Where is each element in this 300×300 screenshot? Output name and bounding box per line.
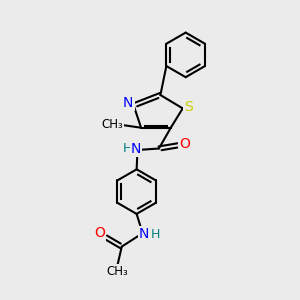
Text: N: N	[123, 96, 134, 110]
Text: H: H	[150, 228, 160, 241]
Text: N: N	[131, 142, 141, 156]
Text: H: H	[122, 142, 132, 155]
Text: O: O	[179, 137, 190, 152]
Text: CH₃: CH₃	[101, 118, 123, 130]
Text: N: N	[139, 227, 149, 242]
Text: S: S	[184, 100, 192, 114]
Text: O: O	[94, 226, 105, 240]
Text: CH₃: CH₃	[106, 266, 128, 278]
